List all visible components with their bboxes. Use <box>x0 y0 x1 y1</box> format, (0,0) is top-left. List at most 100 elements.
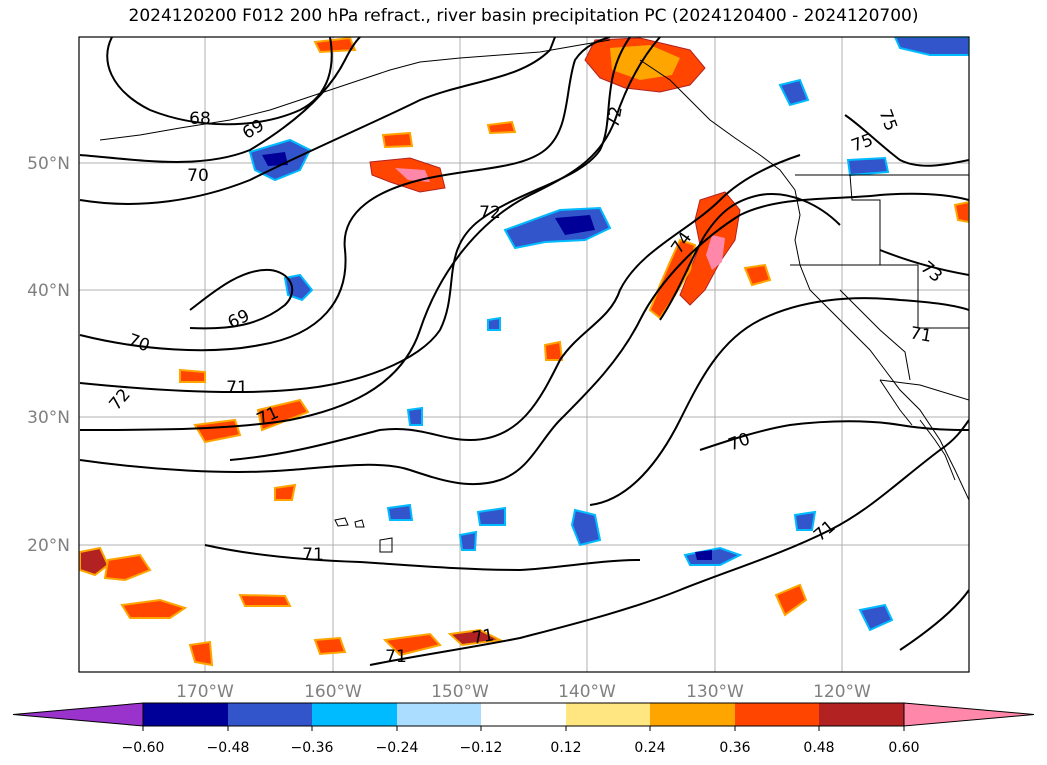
colorbar-extend-low <box>12 702 144 727</box>
graticule <box>79 37 969 672</box>
coastline-north-america <box>794 189 969 501</box>
anomaly-blob-south-7 <box>313 636 347 656</box>
contour-label: 70 <box>187 166 209 186</box>
contour-label: 68 <box>189 109 211 129</box>
contour-label: 71 <box>471 625 496 648</box>
anomaly-blob-central-neg-2 <box>406 406 423 426</box>
contour-70-west <box>79 37 556 205</box>
contour-70-southeast <box>699 420 969 451</box>
coastline-alaska <box>99 39 611 141</box>
contour-73 <box>879 249 969 276</box>
anomaly-blob-south-3 <box>382 632 442 657</box>
anomaly-blob-central-2 <box>193 418 242 444</box>
anomaly-blob-north-1 <box>381 131 414 149</box>
anomaly-blob-south-4 <box>447 628 504 647</box>
anomaly-blob-south-5 <box>774 583 808 617</box>
refractivity-contours <box>79 37 969 666</box>
contour-72-north <box>79 37 661 431</box>
anomaly-blob-north-3 <box>313 37 357 54</box>
colorbar-segment <box>650 703 735 726</box>
anomaly-blob-coast-neg <box>846 156 890 177</box>
map-title: 2024120200 F012 200 hPa refract., river … <box>128 6 919 26</box>
anomaly-blob-south-neg-4 <box>858 603 894 632</box>
latitude-label: 20°N <box>27 536 70 556</box>
anomaly-blob-central-neg-3 <box>487 316 501 331</box>
border-states-2 <box>790 264 969 329</box>
colorbar-segment <box>735 703 819 726</box>
anomaly-blob-south-neg-1 <box>570 508 602 547</box>
longitude-labels: 170°W 160°W 150°W 140°W 130°W 120°W <box>176 682 871 702</box>
longitude-label: 160°W <box>304 682 362 702</box>
anomaly-blob-northwest-neg-core <box>262 152 288 166</box>
latitude-label: 50°N <box>27 154 70 174</box>
contour-69-north <box>79 37 361 163</box>
longitude-label: 120°W <box>813 682 871 702</box>
colorbar-tick-label: −0.48 <box>207 740 250 756</box>
latitude-label: 30°N <box>27 408 70 428</box>
anomaly-blob-south-6 <box>188 640 214 667</box>
contour-72-south <box>589 297 969 506</box>
colorbar-tick-label: 0.12 <box>550 740 581 756</box>
contour-label: 71 <box>908 323 933 346</box>
colorbar-segment <box>819 703 904 726</box>
colorbar-tick-label: −0.24 <box>376 740 419 756</box>
contour-label: 72 <box>603 105 626 130</box>
longitude-label: 140°W <box>558 682 616 702</box>
contour-74 <box>659 193 841 321</box>
contour-71-mid <box>79 37 631 394</box>
anomaly-blob-atmospheric-river-core <box>706 235 725 270</box>
contour-75 <box>844 114 969 167</box>
colorbar-tick-label: 0.24 <box>634 740 665 756</box>
longitude-label: 150°W <box>431 682 489 702</box>
colorbar-segment <box>397 703 481 726</box>
contour-71-far-south <box>204 544 641 572</box>
latitude-labels: 50°N 40°N 30°N 20°N <box>27 154 70 556</box>
colorbar-tick-label: −0.36 <box>291 740 334 756</box>
colorbar-outline <box>142 702 905 727</box>
contour-label: 72 <box>479 203 501 223</box>
anomaly-blob-north-neg <box>893 37 969 56</box>
colorbar-tick-label: −0.12 <box>460 740 503 756</box>
colorbar-tick-label: −0.60 <box>122 740 165 756</box>
contour-70-mid <box>79 37 611 352</box>
contour-71-far-south-2 <box>369 419 969 666</box>
map-frame <box>78 36 970 673</box>
anomaly-blob-northwest-pacific-core <box>395 168 430 182</box>
border-baja <box>879 379 913 426</box>
anomaly-blob-south-neg-3 <box>386 503 414 521</box>
anomaly-blob-southeast-neg-core <box>695 550 712 560</box>
longitude-label: 170°W <box>176 682 234 702</box>
colorbar-extend-high <box>903 702 1035 727</box>
anomaly-blob-north-2 <box>486 120 517 135</box>
colorbar-tick-label: 0.36 <box>719 740 750 756</box>
longitude-label: 130°W <box>686 682 744 702</box>
anomaly-blob-south-2 <box>238 593 292 607</box>
coastline-gulf-california <box>919 419 956 481</box>
colorbar-segment <box>228 703 312 726</box>
positive-anomaly-fills <box>79 37 969 667</box>
border-mexico <box>879 379 969 401</box>
colorbar: −0.60 −0.48 −0.36 −0.24 −0.12 0.12 0.24 0.36 0.4… <box>12 702 1035 756</box>
anomaly-blob-central-4 <box>274 483 297 501</box>
contour-70-south <box>229 154 801 461</box>
coastline-alaska-panhandle <box>639 59 796 191</box>
anomaly-blob-central-neg-core <box>555 215 595 235</box>
anomaly-blob-south-neg-6 <box>458 530 478 551</box>
anomaly-blob-south-neg-5 <box>793 510 817 531</box>
contour-71-southeast <box>899 589 969 651</box>
anomaly-blob-subtropics-west <box>79 546 110 577</box>
contour-label: 71 <box>226 378 248 398</box>
colorbar-segment <box>566 703 650 726</box>
anomaly-blob-east-edge <box>953 200 969 224</box>
contour-71-south <box>79 192 969 486</box>
coastlines <box>99 39 969 553</box>
coastline-hawaii-3 <box>379 537 393 553</box>
anomaly-blob-central-3 <box>179 368 206 383</box>
coastline-hawaii-1 <box>334 517 349 527</box>
contour-68 <box>106 37 333 126</box>
colorbar-segment <box>143 703 228 726</box>
anomaly-blob-california <box>743 263 772 287</box>
anomaly-blob-gulf-alaska-halo <box>610 45 680 80</box>
anomaly-blob-central-5 <box>543 340 564 361</box>
